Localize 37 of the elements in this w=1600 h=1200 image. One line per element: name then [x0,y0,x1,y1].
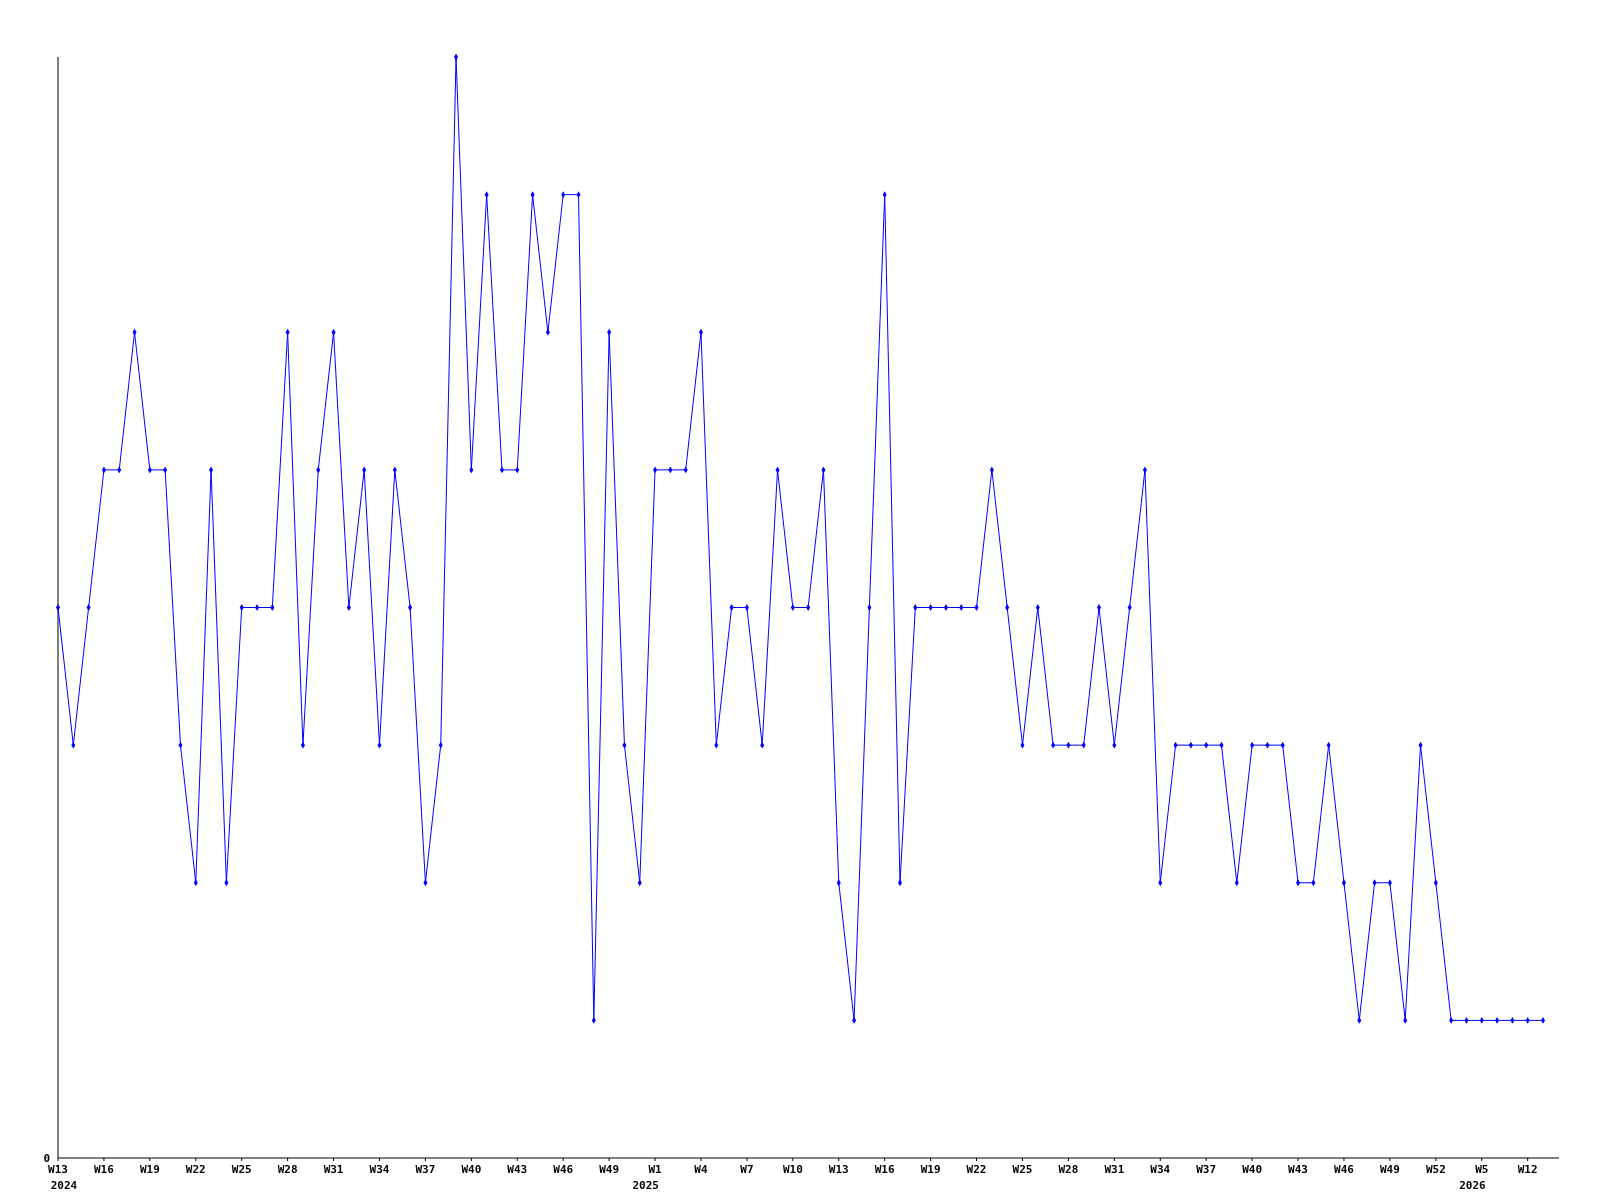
x-tick-label: W28 [1058,1163,1079,1176]
x-tick-label: W19 [139,1163,160,1176]
x-tick-label: W31 [1104,1163,1125,1176]
x-tick-label: W40 [461,1163,482,1176]
x-tick-label: W19 [920,1163,941,1176]
text: 2026 [1459,1179,1487,1192]
x-tick-label: W16 [93,1163,115,1176]
x-tick-label: W7 [740,1163,754,1176]
x-tick-label: W52 [1425,1163,1446,1176]
x-tick-label: W16 [874,1163,896,1176]
x-tick-label: W46 [1334,1163,1355,1176]
x-tick-label: W22 [185,1163,206,1176]
x-tick-label: W40 [1242,1163,1263,1176]
x-tick-label: W12 [1517,1163,1538,1176]
x-tick-label: W49 [1379,1163,1400,1176]
x-tick-label: W34 [369,1163,390,1176]
text: 0 [43,1152,50,1165]
x-tick-label: W1 [648,1163,663,1176]
x-tick-label: W37 [415,1163,436,1176]
text: 2025 [632,1179,659,1192]
text: 2024 [50,1179,78,1192]
x-tick-label: W46 [553,1163,574,1176]
x-tick-label: W22 [966,1163,987,1176]
x-tick-label: W43 [1288,1163,1308,1176]
x-tick-label: W25 [231,1163,252,1176]
x-tick-label: W34 [1150,1163,1171,1176]
x-tick-label: W5 [1475,1163,1489,1176]
x-tick-label: W49 [599,1163,620,1176]
x-tick-label: W43 [507,1163,528,1176]
x-tick-label: W28 [277,1163,298,1176]
x-tick-label: W25 [1012,1163,1033,1176]
x-tick-label: W10 [782,1163,803,1176]
x-tick-label: W37 [1196,1163,1217,1176]
x-tick-label: W13 [828,1163,849,1176]
x-tick-label: W31 [323,1163,344,1176]
x-tick-label: W13 [48,1163,68,1176]
x-tick-label: W4 [694,1163,708,1176]
